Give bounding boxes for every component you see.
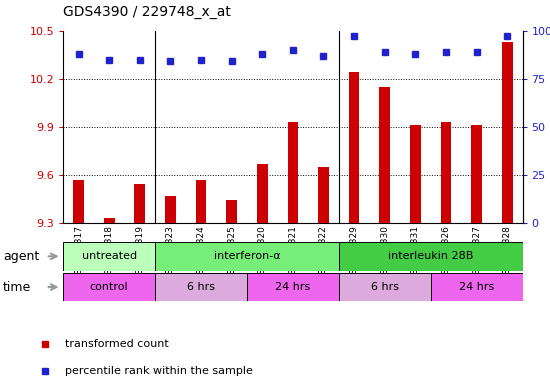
Bar bbox=[410, 125, 421, 223]
Bar bbox=[502, 42, 513, 223]
Bar bbox=[247, 273, 339, 301]
Text: time: time bbox=[3, 281, 31, 293]
Bar bbox=[441, 122, 452, 223]
Bar bbox=[226, 200, 237, 223]
Bar bbox=[339, 273, 431, 301]
Bar bbox=[63, 273, 155, 301]
Bar bbox=[318, 167, 329, 223]
Bar bbox=[155, 242, 339, 271]
Text: 6 hrs: 6 hrs bbox=[371, 282, 399, 292]
Text: control: control bbox=[90, 282, 129, 292]
Text: agent: agent bbox=[3, 250, 39, 263]
Bar bbox=[155, 273, 247, 301]
Bar bbox=[104, 218, 114, 223]
Text: percentile rank within the sample: percentile rank within the sample bbox=[65, 366, 253, 376]
Bar bbox=[196, 180, 206, 223]
Text: interleukin 28B: interleukin 28B bbox=[388, 251, 474, 262]
Text: 24 hrs: 24 hrs bbox=[275, 282, 311, 292]
Text: GDS4390 / 229748_x_at: GDS4390 / 229748_x_at bbox=[63, 5, 231, 19]
Bar bbox=[379, 87, 390, 223]
Text: untreated: untreated bbox=[81, 251, 137, 262]
Bar bbox=[431, 273, 522, 301]
Bar bbox=[165, 195, 176, 223]
Bar bbox=[257, 164, 268, 223]
Bar bbox=[63, 242, 155, 271]
Bar bbox=[73, 180, 84, 223]
Bar bbox=[134, 184, 145, 223]
Bar bbox=[339, 242, 522, 271]
Text: 6 hrs: 6 hrs bbox=[187, 282, 215, 292]
Bar bbox=[349, 72, 360, 223]
Bar bbox=[471, 125, 482, 223]
Text: transformed count: transformed count bbox=[65, 339, 169, 349]
Bar bbox=[288, 122, 298, 223]
Text: interferon-α: interferon-α bbox=[213, 251, 280, 262]
Text: 24 hrs: 24 hrs bbox=[459, 282, 494, 292]
